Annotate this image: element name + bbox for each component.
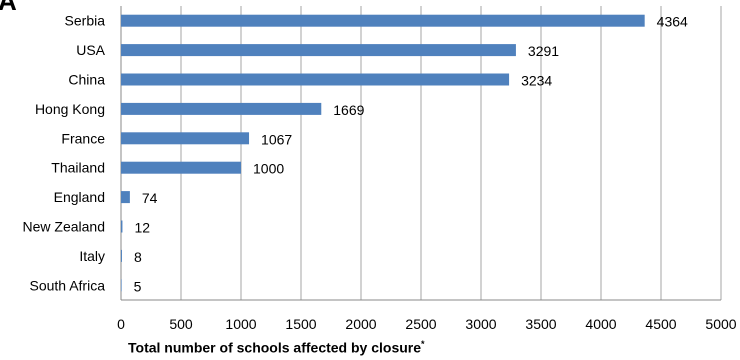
x-tick-label: 1000 — [225, 316, 256, 332]
category-label: Thailand — [51, 160, 105, 176]
bar — [121, 279, 122, 292]
x-tick-label: 500 — [169, 316, 193, 332]
data-label: 8 — [134, 249, 142, 265]
category-label: China — [68, 72, 105, 88]
x-axis-title-text: Total number of schools affected by clos… — [128, 339, 422, 356]
category-label: USA — [76, 42, 105, 58]
x-axis-title-footnote-marker: * — [421, 339, 425, 349]
data-label: 3291 — [528, 43, 559, 59]
x-tick-label: 4500 — [645, 316, 676, 332]
category-label: New Zealand — [23, 219, 106, 235]
data-label: 3234 — [521, 73, 552, 89]
bar — [121, 161, 241, 174]
x-tick-label: 0 — [117, 316, 125, 332]
data-label: 1669 — [333, 102, 364, 118]
bar — [121, 44, 516, 57]
bar — [121, 102, 322, 115]
bar — [121, 132, 250, 145]
bar — [121, 191, 130, 204]
bar — [121, 249, 122, 262]
category-label: Italy — [79, 248, 105, 264]
x-tick-label: 2500 — [405, 316, 436, 332]
bar — [121, 73, 510, 86]
data-label: 4364 — [657, 14, 688, 30]
data-label: 1067 — [261, 131, 292, 147]
category-label: England — [54, 189, 105, 205]
data-label: 5 — [134, 278, 142, 294]
category-label: South Africa — [30, 277, 106, 293]
data-label: 12 — [134, 220, 150, 236]
x-tick-label: 3500 — [525, 316, 556, 332]
x-tick-label: 2000 — [345, 316, 376, 332]
x-tick-label: 1500 — [285, 316, 316, 332]
x-tick-label: 3000 — [465, 316, 496, 332]
category-label: Serbia — [65, 13, 106, 29]
bar — [121, 14, 645, 27]
panel-label: A — [0, 0, 17, 16]
x-axis-title: Total number of schools affected by clos… — [128, 339, 425, 356]
data-label: 1000 — [253, 161, 284, 177]
data-label: 74 — [142, 190, 158, 206]
x-tick-label: 4000 — [585, 316, 616, 332]
category-label: France — [61, 130, 105, 146]
category-label: Hong Kong — [35, 101, 105, 117]
bar — [121, 220, 123, 233]
x-tick-label: 5000 — [705, 316, 736, 332]
